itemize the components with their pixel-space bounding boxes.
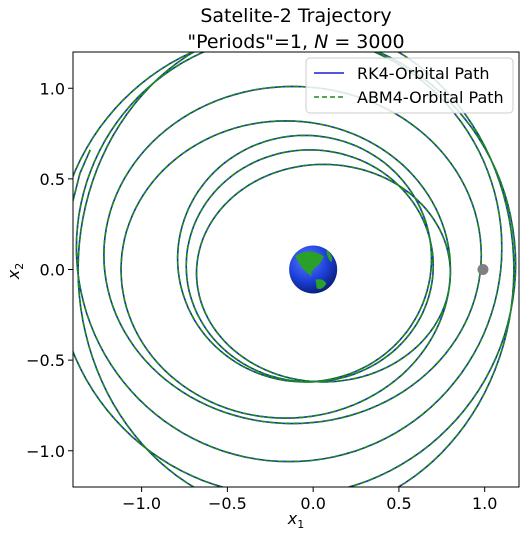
legend: RK4-Orbital Path ABM4-Orbital Path	[306, 58, 513, 113]
y-axis-label: x2	[4, 263, 26, 280]
x-tick-label: 0.0	[300, 494, 325, 513]
x-tick-label: −1.0	[122, 494, 161, 513]
moon-marker	[477, 264, 488, 275]
earth-icon	[289, 245, 337, 293]
y-tick-label: 0.0	[40, 261, 65, 280]
title-periods: "Periods"=1,	[187, 31, 314, 53]
x-tick-label: −0.5	[208, 494, 247, 513]
legend-label-abm4: ABM4-Orbital Path	[357, 88, 504, 107]
legend-label-rk4: RK4-Orbital Path	[357, 64, 490, 83]
chart-title-line2: "Periods"=1, N = 3000	[187, 31, 404, 53]
x-axis: −1.0 −0.5 0.0 0.5 1.0	[122, 487, 497, 513]
y-axis-label-sub: 2	[13, 263, 26, 270]
y-tick-label: −1.0	[26, 442, 65, 461]
y-tick-label: 1.0	[40, 79, 65, 98]
y-tick-label: 0.5	[40, 170, 65, 189]
x-axis-label-var: x	[287, 509, 298, 528]
title-n-var: N	[314, 31, 328, 53]
y-tick-label: −0.5	[26, 351, 65, 370]
title-n-value: = 3000	[328, 31, 404, 53]
x-tick-label: 1.0	[472, 494, 497, 513]
y-axis-label-var: x	[4, 269, 23, 280]
x-tick-label: 0.5	[386, 494, 411, 513]
chart-title-line1: Satelite-2 Trajectory	[200, 5, 391, 27]
x-axis-label-sub: 1	[297, 518, 304, 531]
y-axis: −1.0 −0.5 0.0 0.5 1.0	[26, 79, 73, 461]
